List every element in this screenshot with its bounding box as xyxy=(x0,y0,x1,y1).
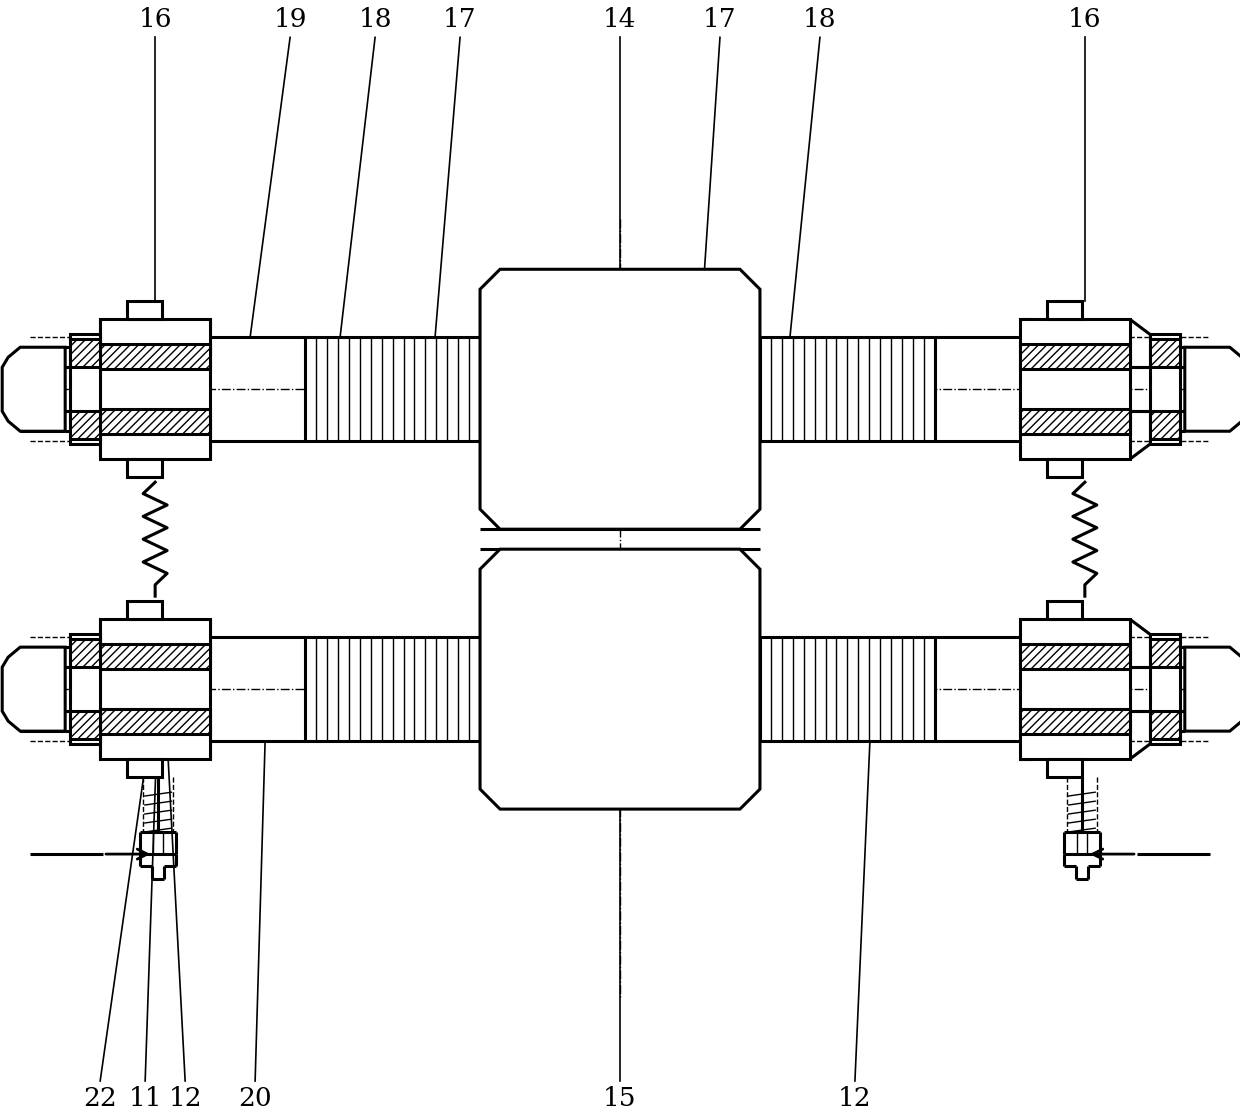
Bar xyxy=(1019,619,1130,759)
Text: 11: 11 xyxy=(129,1087,162,1111)
Bar xyxy=(760,337,935,441)
Bar xyxy=(100,410,210,434)
Text: 12: 12 xyxy=(169,1087,202,1111)
Bar xyxy=(1047,601,1081,619)
Bar xyxy=(100,345,210,369)
Bar xyxy=(305,637,480,741)
Bar xyxy=(1149,639,1179,667)
Text: 18: 18 xyxy=(804,8,837,32)
Polygon shape xyxy=(480,549,760,809)
Bar xyxy=(100,319,210,459)
Polygon shape xyxy=(1184,347,1240,431)
Bar xyxy=(71,335,100,444)
Bar xyxy=(100,619,210,759)
Polygon shape xyxy=(2,347,66,431)
Text: 17: 17 xyxy=(443,8,477,32)
Bar xyxy=(71,712,100,740)
Bar xyxy=(71,339,100,367)
Bar xyxy=(128,759,162,777)
Bar xyxy=(1149,339,1179,367)
Bar xyxy=(71,634,100,744)
Bar xyxy=(1047,301,1081,319)
Bar xyxy=(760,637,935,741)
Bar xyxy=(305,337,480,441)
Bar xyxy=(1149,411,1179,440)
Text: 20: 20 xyxy=(238,1087,272,1111)
Polygon shape xyxy=(480,270,760,529)
Bar xyxy=(100,709,210,734)
Bar xyxy=(128,301,162,319)
Text: 16: 16 xyxy=(139,8,172,32)
Text: 18: 18 xyxy=(358,8,392,32)
Text: 19: 19 xyxy=(273,8,306,32)
Text: 17: 17 xyxy=(703,8,737,32)
Text: 14: 14 xyxy=(603,8,637,32)
Bar xyxy=(1047,759,1081,777)
Bar xyxy=(100,645,210,669)
Polygon shape xyxy=(1184,647,1240,731)
Bar xyxy=(1149,712,1179,740)
Bar xyxy=(1019,645,1130,669)
Bar xyxy=(1019,319,1130,459)
Bar xyxy=(128,459,162,477)
Bar xyxy=(1019,709,1130,734)
Text: 16: 16 xyxy=(1068,8,1101,32)
Text: 22: 22 xyxy=(83,1087,117,1111)
Bar xyxy=(1149,634,1179,744)
Text: 12: 12 xyxy=(838,1087,872,1111)
Bar xyxy=(71,639,100,667)
Bar xyxy=(128,601,162,619)
Bar xyxy=(1149,335,1179,444)
Polygon shape xyxy=(2,647,66,731)
Bar xyxy=(1019,345,1130,369)
Text: 15: 15 xyxy=(603,1087,637,1111)
Bar xyxy=(1019,410,1130,434)
Bar xyxy=(71,411,100,440)
Bar xyxy=(1047,459,1081,477)
